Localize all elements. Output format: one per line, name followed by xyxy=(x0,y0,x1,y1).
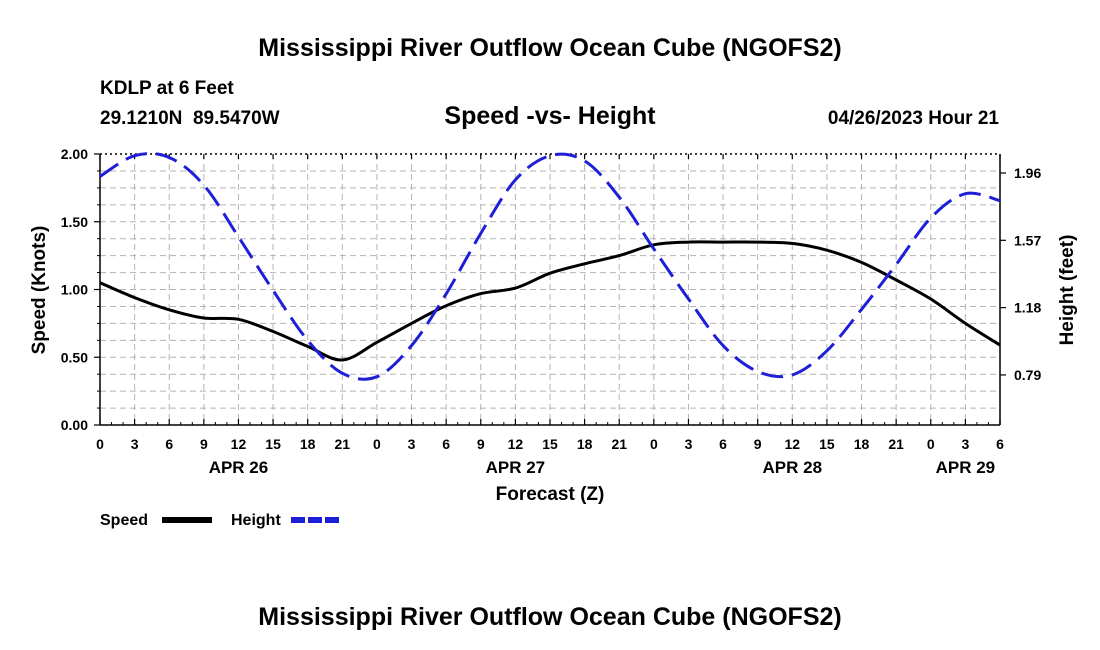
forecast-datetime: 04/26/2023 Hour 21 xyxy=(828,108,1000,129)
x-tick-label: 21 xyxy=(611,436,627,452)
x-tick-label: 15 xyxy=(542,436,558,452)
y2-tick-label: 0.79 xyxy=(1014,367,1041,383)
y2-axis-label: Height (feet) xyxy=(1057,235,1078,346)
y2-tick-label: 1.57 xyxy=(1014,232,1041,248)
x-tick-label: 3 xyxy=(131,436,139,452)
x-tick-label: 0 xyxy=(650,436,658,452)
x-tick-label: 9 xyxy=(754,436,762,452)
speed-series-line xyxy=(99,240,1001,362)
y-tick-label: 0.00 xyxy=(61,417,88,433)
x-tick-label: 18 xyxy=(854,436,870,452)
x-axis-day-labels: APR 26 APR 27 APR 28 APR 29 xyxy=(209,458,995,477)
x-day-label: APR 28 xyxy=(763,458,823,477)
x-tick-label: 3 xyxy=(408,436,416,452)
x-tick-label: 3 xyxy=(961,436,969,452)
x-tick-label: 0 xyxy=(96,436,104,452)
x-tick-label: 0 xyxy=(927,436,935,452)
legend-label-height: Height xyxy=(231,512,281,529)
y2-tick-label: 1.96 xyxy=(1014,165,1041,181)
x-tick-label: 0 xyxy=(373,436,381,452)
x-tick-label: 3 xyxy=(685,436,693,452)
x-day-label: APR 27 xyxy=(486,458,546,477)
station-coords: 29.1210N 89.5470W xyxy=(100,108,280,129)
x-tick-label: 18 xyxy=(577,436,593,452)
y-tick-label: 1.00 xyxy=(61,282,88,298)
y2-tick-label: 1.18 xyxy=(1014,300,1041,316)
x-tick-label: 21 xyxy=(888,436,904,452)
x-tick-label: 12 xyxy=(508,436,524,452)
x-tick-label: 9 xyxy=(200,436,208,452)
y-tick-label: 0.50 xyxy=(61,349,88,365)
x-tick-label: 6 xyxy=(719,436,727,452)
y-tick-label: 2.00 xyxy=(61,146,88,162)
grid-lines xyxy=(100,154,1000,425)
x-axis-label: Forecast (Z) xyxy=(496,484,605,505)
x-tick-label: 18 xyxy=(300,436,316,452)
legend: Speed Height xyxy=(100,512,342,529)
x-tick-label: 21 xyxy=(335,436,351,452)
height-series-line xyxy=(99,152,1001,381)
y-axis-ticks: 0.00 0.50 1.00 1.50 2.00 xyxy=(61,146,100,433)
x-day-label: APR 29 xyxy=(936,458,996,477)
x-tick-label: 6 xyxy=(165,436,173,452)
x-tick-label: 12 xyxy=(785,436,801,452)
y-tick-label: 1.50 xyxy=(61,214,88,230)
x-tick-label: 9 xyxy=(477,436,485,452)
x-day-label: APR 26 xyxy=(209,458,269,477)
x-tick-label: 12 xyxy=(231,436,247,452)
station-name: KDLP at 6 Feet xyxy=(100,78,234,99)
x-tick-label: 15 xyxy=(265,436,281,452)
x-axis-ticks: 0 3 6 9 12 15 18 21 0 3 6 9 12 15 18 21 0 3 6 9 12 15 18 21 0 3 6 xyxy=(96,154,1004,452)
legend-label-speed: Speed xyxy=(100,512,148,529)
page-title: Mississippi River Outflow Ocean Cube (NG… xyxy=(258,34,841,62)
x-tick-label: 6 xyxy=(996,436,1004,452)
x-tick-label: 15 xyxy=(819,436,835,452)
series-lines xyxy=(99,152,1001,381)
y2-axis-ticks: 0.79 1.18 1.57 1.96 xyxy=(1000,165,1041,383)
footer-title: Mississippi River Outflow Ocean Cube (NG… xyxy=(258,603,841,631)
chart-title: Speed -vs- Height xyxy=(444,102,656,130)
y-axis-label: Speed (Knots) xyxy=(29,226,50,355)
x-tick-label: 6 xyxy=(442,436,450,452)
